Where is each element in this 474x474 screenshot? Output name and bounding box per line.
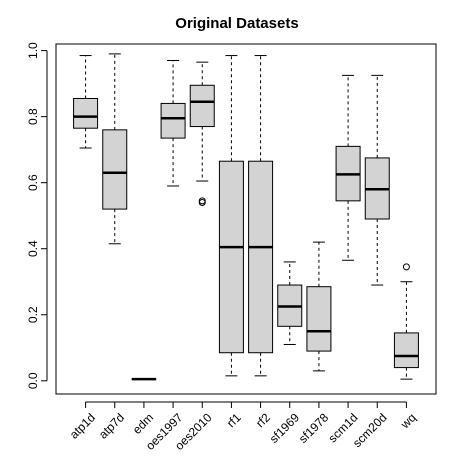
box-iqr — [102, 129, 128, 210]
plot-frame — [55, 43, 437, 395]
x-tick-label: atp1d — [67, 410, 98, 441]
box-wq — [393, 263, 419, 380]
box-iqr — [306, 286, 332, 352]
x-tick-label: atp7d — [96, 410, 127, 441]
y-tick-label: 1.0 — [26, 42, 40, 59]
box-atp1d — [73, 55, 99, 149]
box-sf1969 — [277, 261, 303, 345]
box-scm20d — [364, 74, 390, 286]
y-tick-label: 0.0 — [26, 372, 40, 389]
box-iqr — [160, 102, 186, 139]
box-scm1d — [335, 74, 361, 261]
x-tick-label: sf1969 — [267, 410, 303, 446]
outlier-point — [198, 198, 206, 206]
box-iqr — [248, 160, 274, 354]
box-oes2010 — [189, 61, 215, 206]
y-tick-label: 0.6 — [26, 174, 40, 191]
y-tick-label: 0.8 — [26, 108, 40, 125]
outlier-point — [402, 263, 410, 271]
chart-title: Original Datasets — [175, 15, 299, 32]
y-tick-label: 0.2 — [26, 306, 40, 323]
box-rf1 — [218, 55, 244, 377]
x-tick-label: wq — [397, 410, 418, 431]
box-iqr — [189, 84, 215, 128]
x-tick-label: rf2 — [253, 410, 273, 430]
box-sf1978 — [306, 241, 332, 372]
x-tick-label: sf1978 — [296, 410, 332, 446]
y-axis: 0.0 0.2 0.4 0.6 0.8 1.0 — [26, 42, 47, 389]
y-tick-label: 0.4 — [26, 240, 40, 257]
box-rf2 — [248, 55, 274, 377]
box-iqr — [393, 332, 419, 369]
box-series — [73, 53, 419, 381]
x-tick-label: rf1 — [224, 410, 244, 430]
box-iqr — [73, 97, 99, 129]
box-iqr — [218, 160, 244, 354]
box-oes1997 — [160, 60, 186, 187]
box-atp7d — [102, 53, 128, 245]
